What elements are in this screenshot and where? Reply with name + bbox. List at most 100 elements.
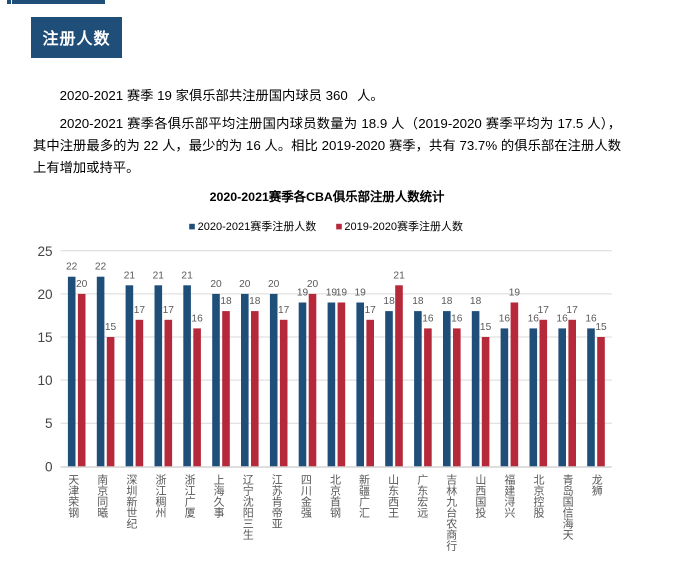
- svg-text:21: 21: [181, 270, 193, 281]
- svg-text:18: 18: [412, 296, 424, 307]
- svg-text:广: 广: [359, 495, 370, 508]
- svg-text:津: 津: [68, 484, 79, 497]
- svg-text:17: 17: [163, 305, 175, 316]
- svg-text:18: 18: [441, 296, 453, 307]
- svg-text:福: 福: [504, 472, 515, 486]
- svg-text:22: 22: [66, 262, 78, 273]
- svg-text:20: 20: [307, 279, 319, 290]
- svg-text:州: 州: [156, 507, 167, 519]
- svg-text:16: 16: [556, 313, 568, 324]
- svg-text:兴: 兴: [504, 506, 515, 519]
- svg-text:0: 0: [45, 459, 53, 474]
- svg-text:20: 20: [210, 279, 222, 290]
- svg-text:15: 15: [105, 322, 117, 333]
- svg-text:吉: 吉: [446, 473, 457, 486]
- svg-text:肯: 肯: [272, 495, 283, 508]
- svg-text:帝: 帝: [272, 505, 283, 519]
- svg-text:16: 16: [451, 313, 463, 324]
- svg-text:阳: 阳: [243, 506, 254, 519]
- svg-text:亚: 亚: [272, 518, 283, 530]
- svg-text:16: 16: [499, 313, 511, 324]
- svg-text:稠: 稠: [156, 494, 167, 508]
- svg-text:19: 19: [509, 288, 521, 299]
- svg-text:久: 久: [214, 495, 225, 508]
- svg-text:川: 川: [301, 485, 312, 497]
- svg-text:龙: 龙: [592, 473, 603, 486]
- svg-text:16: 16: [585, 313, 597, 324]
- svg-text:南: 南: [97, 473, 108, 486]
- svg-text:国: 国: [475, 495, 486, 508]
- svg-text:17: 17: [134, 305, 146, 316]
- svg-text:广: 广: [185, 495, 196, 508]
- svg-text:16: 16: [528, 313, 540, 324]
- svg-text:天: 天: [68, 474, 79, 486]
- svg-text:行: 行: [446, 539, 457, 552]
- svg-text:江: 江: [156, 484, 167, 497]
- svg-text:首: 首: [330, 494, 341, 508]
- svg-text:15: 15: [480, 322, 492, 333]
- svg-text:汇: 汇: [359, 506, 370, 519]
- svg-text:江: 江: [185, 484, 196, 497]
- svg-text:京: 京: [534, 483, 545, 497]
- svg-text:钢: 钢: [68, 506, 79, 519]
- svg-text:20: 20: [37, 287, 53, 302]
- svg-text:国: 国: [563, 495, 574, 508]
- svg-text:山: 山: [388, 473, 399, 486]
- svg-text:建: 建: [504, 483, 515, 497]
- svg-text:生: 生: [243, 527, 254, 541]
- svg-text:曦: 曦: [97, 505, 108, 519]
- svg-text:18: 18: [470, 296, 482, 307]
- svg-text:荣: 荣: [68, 495, 79, 508]
- svg-text:上: 上: [214, 473, 225, 486]
- svg-text:沈: 沈: [243, 494, 254, 508]
- svg-text:同: 同: [97, 496, 108, 508]
- svg-text:强: 强: [301, 507, 312, 519]
- svg-text:18: 18: [383, 296, 395, 307]
- svg-text:西: 西: [475, 485, 486, 497]
- svg-text:19: 19: [326, 288, 338, 299]
- svg-text:海: 海: [214, 483, 225, 497]
- svg-text:纪: 纪: [126, 517, 137, 530]
- svg-text:19: 19: [297, 288, 309, 299]
- svg-text:新: 新: [126, 494, 137, 508]
- svg-text:15: 15: [37, 330, 52, 345]
- svg-text:京: 京: [97, 483, 108, 497]
- svg-text:新: 新: [359, 472, 370, 486]
- svg-text:事: 事: [214, 506, 225, 519]
- svg-text:北: 北: [534, 473, 545, 486]
- svg-text:海: 海: [563, 516, 574, 530]
- svg-text:15: 15: [595, 322, 607, 333]
- svg-text:九: 九: [446, 495, 457, 508]
- svg-text:商: 商: [446, 527, 457, 541]
- svg-text:2020-2021赛季各CBA俱乐部注册人数统计: 2020-2021赛季各CBA俱乐部注册人数统计: [210, 189, 445, 204]
- svg-text:股: 股: [534, 506, 545, 519]
- svg-text:钢: 钢: [330, 506, 341, 519]
- svg-text:浙: 浙: [156, 473, 167, 486]
- svg-text:东: 东: [388, 484, 399, 497]
- svg-text:世: 世: [126, 506, 137, 519]
- svg-text:16: 16: [191, 313, 203, 324]
- svg-text:京: 京: [330, 483, 341, 497]
- svg-text:18: 18: [220, 296, 232, 307]
- svg-text:控: 控: [534, 494, 545, 508]
- svg-text:21: 21: [393, 270, 405, 281]
- svg-text:25: 25: [37, 244, 52, 259]
- svg-text:2019-2020赛季注册人数: 2019-2020赛季注册人数: [344, 219, 463, 233]
- svg-text:19: 19: [336, 288, 348, 299]
- svg-text:21: 21: [124, 270, 136, 281]
- svg-text:19: 19: [355, 288, 367, 299]
- svg-text:圳: 圳: [126, 484, 137, 497]
- svg-text:5: 5: [45, 416, 53, 431]
- svg-text:山: 山: [475, 473, 486, 486]
- svg-text:宏: 宏: [417, 494, 428, 508]
- svg-text:西: 西: [388, 496, 399, 508]
- svg-text:20: 20: [239, 279, 251, 290]
- svg-text:21: 21: [153, 270, 165, 281]
- svg-text:2020-2021赛季注册人数: 2020-2021赛季注册人数: [198, 219, 317, 233]
- svg-text:17: 17: [566, 305, 578, 316]
- svg-text:厦: 厦: [185, 506, 196, 519]
- svg-text:台: 台: [446, 505, 457, 519]
- svg-text:东: 东: [417, 484, 428, 497]
- svg-text:深: 深: [126, 473, 137, 486]
- svg-text:青: 青: [563, 473, 574, 486]
